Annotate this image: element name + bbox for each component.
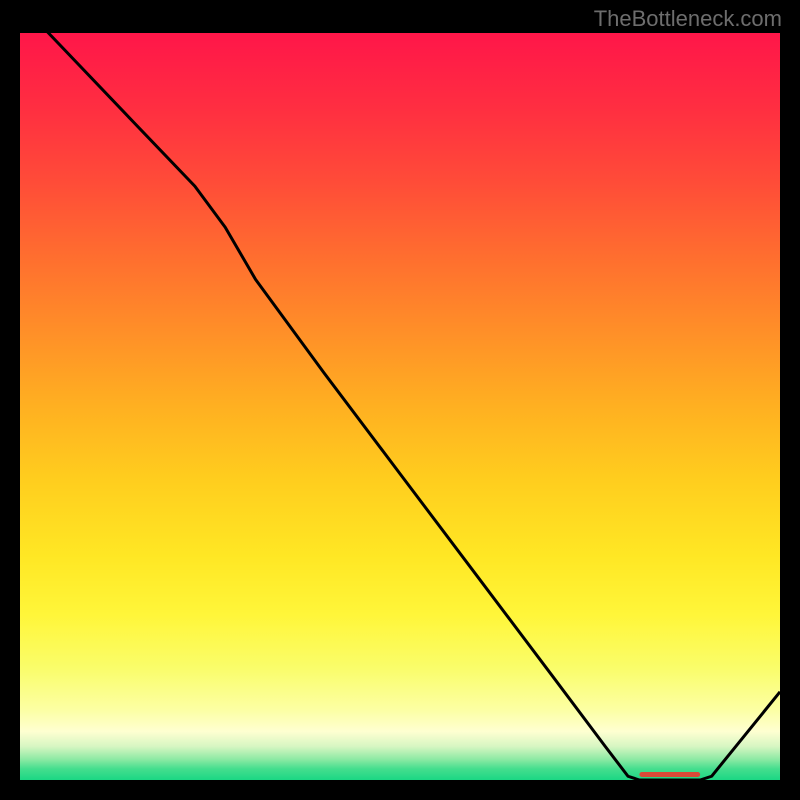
gradient-background [20, 33, 780, 780]
optimal-range-marker [639, 772, 700, 777]
watermark-label: TheBottleneck.com [594, 6, 782, 32]
chart-container: TheBottleneck.com [0, 0, 800, 800]
chart-svg [0, 0, 800, 800]
